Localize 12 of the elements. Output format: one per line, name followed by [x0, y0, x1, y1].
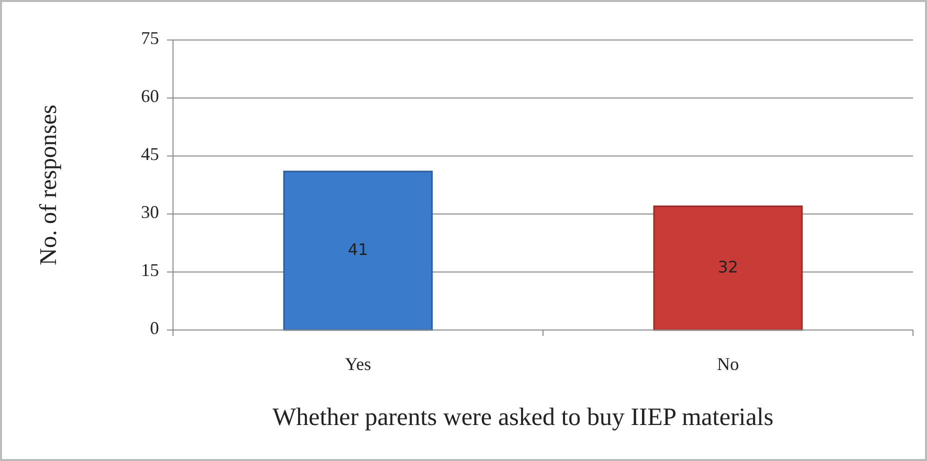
y-tick-label: 0: [150, 318, 159, 338]
y-tick-label: 15: [141, 260, 159, 280]
y-axis-title: No. of responses: [36, 104, 62, 266]
y-tick-label: 75: [141, 28, 159, 48]
data-label: 32: [718, 258, 738, 277]
data-label: 41: [348, 240, 368, 260]
x-axis-title: Whether parents were asked to buy IIEP materials: [272, 404, 774, 431]
y-tick-label: 45: [141, 144, 159, 164]
x-tick-label: Yes: [344, 354, 372, 374]
y-tick-label: 30: [141, 202, 159, 222]
x-tick-label: No: [717, 354, 739, 374]
y-tick-label: 60: [141, 86, 159, 106]
